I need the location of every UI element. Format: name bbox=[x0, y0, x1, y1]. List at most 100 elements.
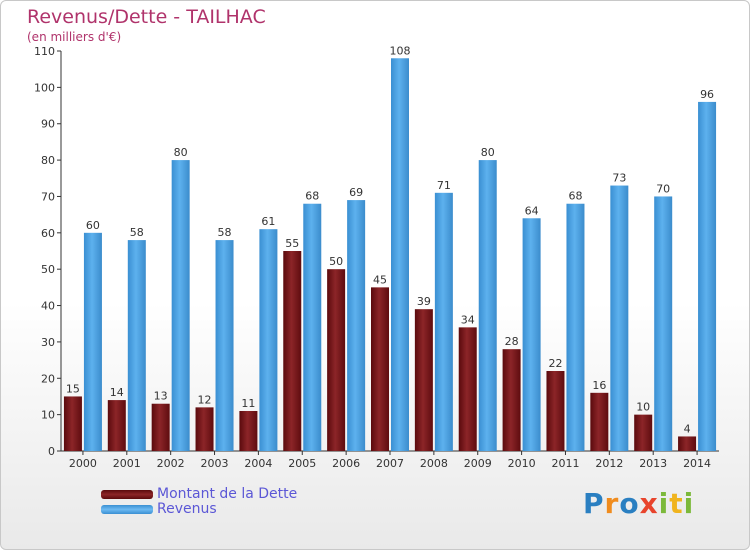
y-tick-label: 80 bbox=[41, 154, 55, 167]
data-label-revenus: 71 bbox=[437, 179, 451, 192]
data-label-revenus: 96 bbox=[700, 88, 714, 101]
x-tick-label: 2005 bbox=[288, 457, 316, 470]
bar-revenus bbox=[347, 200, 366, 451]
data-label-dette: 12 bbox=[198, 393, 212, 406]
bar-dette bbox=[371, 287, 389, 451]
data-label-dette: 39 bbox=[417, 295, 431, 308]
data-label-revenus: 68 bbox=[305, 190, 319, 203]
bar-revenus bbox=[391, 58, 409, 451]
chart-subtitle: (en milliers d'€) bbox=[27, 30, 122, 44]
bar-dette bbox=[634, 414, 653, 451]
x-tick-label: 2002 bbox=[157, 457, 185, 470]
data-label-dette: 45 bbox=[373, 273, 387, 286]
data-label-dette: 14 bbox=[110, 386, 124, 399]
logo-letter: P bbox=[583, 487, 605, 520]
bar-revenus bbox=[654, 196, 673, 451]
logo-letter: r bbox=[604, 487, 620, 520]
data-label-dette: 55 bbox=[285, 237, 299, 250]
y-tick-label: 40 bbox=[41, 300, 55, 313]
bar-revenus bbox=[127, 240, 146, 451]
logo-letter: o bbox=[619, 487, 640, 520]
bar-dette bbox=[546, 371, 565, 451]
x-tick-label: 2001 bbox=[113, 457, 141, 470]
legend-swatch-revenus bbox=[101, 505, 153, 514]
y-tick-label: 70 bbox=[41, 190, 55, 203]
legend-label-dette: Montant de la Dette bbox=[157, 486, 298, 502]
bar-dette bbox=[458, 327, 477, 451]
x-tick-label: 2012 bbox=[595, 457, 623, 470]
bar-dette bbox=[195, 407, 214, 451]
x-tick-label: 2011 bbox=[551, 457, 579, 470]
legend-label-revenus: Revenus bbox=[157, 501, 217, 517]
data-label-dette: 10 bbox=[636, 401, 650, 414]
data-label-revenus: 61 bbox=[261, 215, 275, 228]
y-tick-label: 90 bbox=[41, 118, 55, 131]
logo-letter: i bbox=[683, 487, 695, 520]
bar-revenus bbox=[171, 160, 190, 451]
bar-revenus bbox=[259, 229, 278, 451]
data-label-dette: 22 bbox=[548, 357, 562, 370]
bar-dette bbox=[678, 436, 697, 451]
data-label-dette: 16 bbox=[592, 379, 606, 392]
data-label-revenus: 58 bbox=[218, 226, 232, 239]
bar-dette bbox=[590, 392, 609, 451]
bar-revenus bbox=[434, 192, 453, 451]
x-tick-label: 2000 bbox=[69, 457, 97, 470]
x-tick-label: 2008 bbox=[420, 457, 448, 470]
data-label-revenus: 73 bbox=[612, 172, 626, 185]
bar-dette bbox=[502, 349, 521, 451]
bar-dette bbox=[283, 251, 302, 451]
logo-letter: x bbox=[639, 487, 659, 520]
bar-revenus bbox=[566, 203, 585, 451]
data-label-revenus: 69 bbox=[349, 186, 363, 199]
y-tick-label: 100 bbox=[34, 81, 55, 94]
bar-revenus bbox=[478, 160, 497, 451]
y-tick-label: 50 bbox=[41, 263, 55, 276]
x-tick-label: 2014 bbox=[683, 457, 711, 470]
bar-dette bbox=[151, 403, 170, 451]
bar-dette bbox=[327, 269, 346, 451]
data-label-dette: 13 bbox=[154, 390, 168, 403]
y-tick-label: 30 bbox=[41, 336, 55, 349]
y-tick-label: 10 bbox=[41, 409, 55, 422]
data-label-revenus: 64 bbox=[525, 204, 539, 217]
data-label-revenus: 70 bbox=[656, 182, 670, 195]
proxiti-logo: Proxiti bbox=[583, 487, 694, 520]
y-tick-label: 110 bbox=[34, 45, 55, 58]
x-tick-label: 2007 bbox=[376, 457, 404, 470]
data-label-revenus: 68 bbox=[568, 190, 582, 203]
data-label-revenus: 80 bbox=[174, 146, 188, 159]
logo-letter: t bbox=[669, 487, 684, 520]
y-tick-label: 20 bbox=[41, 372, 55, 385]
y-tick-label: 60 bbox=[41, 227, 55, 240]
x-tick-label: 2013 bbox=[639, 457, 667, 470]
chart-title: Revenus/Dette - TAILHAC bbox=[27, 6, 266, 28]
x-tick-label: 2009 bbox=[464, 457, 492, 470]
bar-dette bbox=[63, 396, 82, 451]
bar-dette bbox=[414, 309, 433, 451]
y-tick-label: 0 bbox=[48, 445, 55, 458]
data-label-revenus: 108 bbox=[390, 44, 411, 57]
data-label-dette: 4 bbox=[684, 422, 691, 435]
x-tick-label: 2004 bbox=[244, 457, 272, 470]
x-tick-label: 2006 bbox=[332, 457, 360, 470]
bar-revenus bbox=[698, 101, 717, 451]
data-label-revenus: 58 bbox=[130, 226, 144, 239]
legend-swatch-dette bbox=[101, 490, 153, 499]
x-tick-label: 2010 bbox=[508, 457, 536, 470]
bar-revenus bbox=[83, 232, 102, 451]
bar-dette bbox=[107, 400, 126, 451]
bar-revenus bbox=[303, 203, 322, 451]
bar-revenus bbox=[215, 240, 234, 451]
bar-dette bbox=[239, 411, 258, 451]
data-label-dette: 15 bbox=[66, 382, 80, 395]
data-label-dette: 11 bbox=[241, 397, 255, 410]
bar-revenus bbox=[610, 185, 629, 451]
data-label-dette: 34 bbox=[461, 313, 475, 326]
logo-letter: i bbox=[658, 487, 670, 520]
data-label-dette: 50 bbox=[329, 255, 343, 268]
x-tick-label: 2003 bbox=[201, 457, 229, 470]
data-label-revenus: 60 bbox=[86, 219, 100, 232]
